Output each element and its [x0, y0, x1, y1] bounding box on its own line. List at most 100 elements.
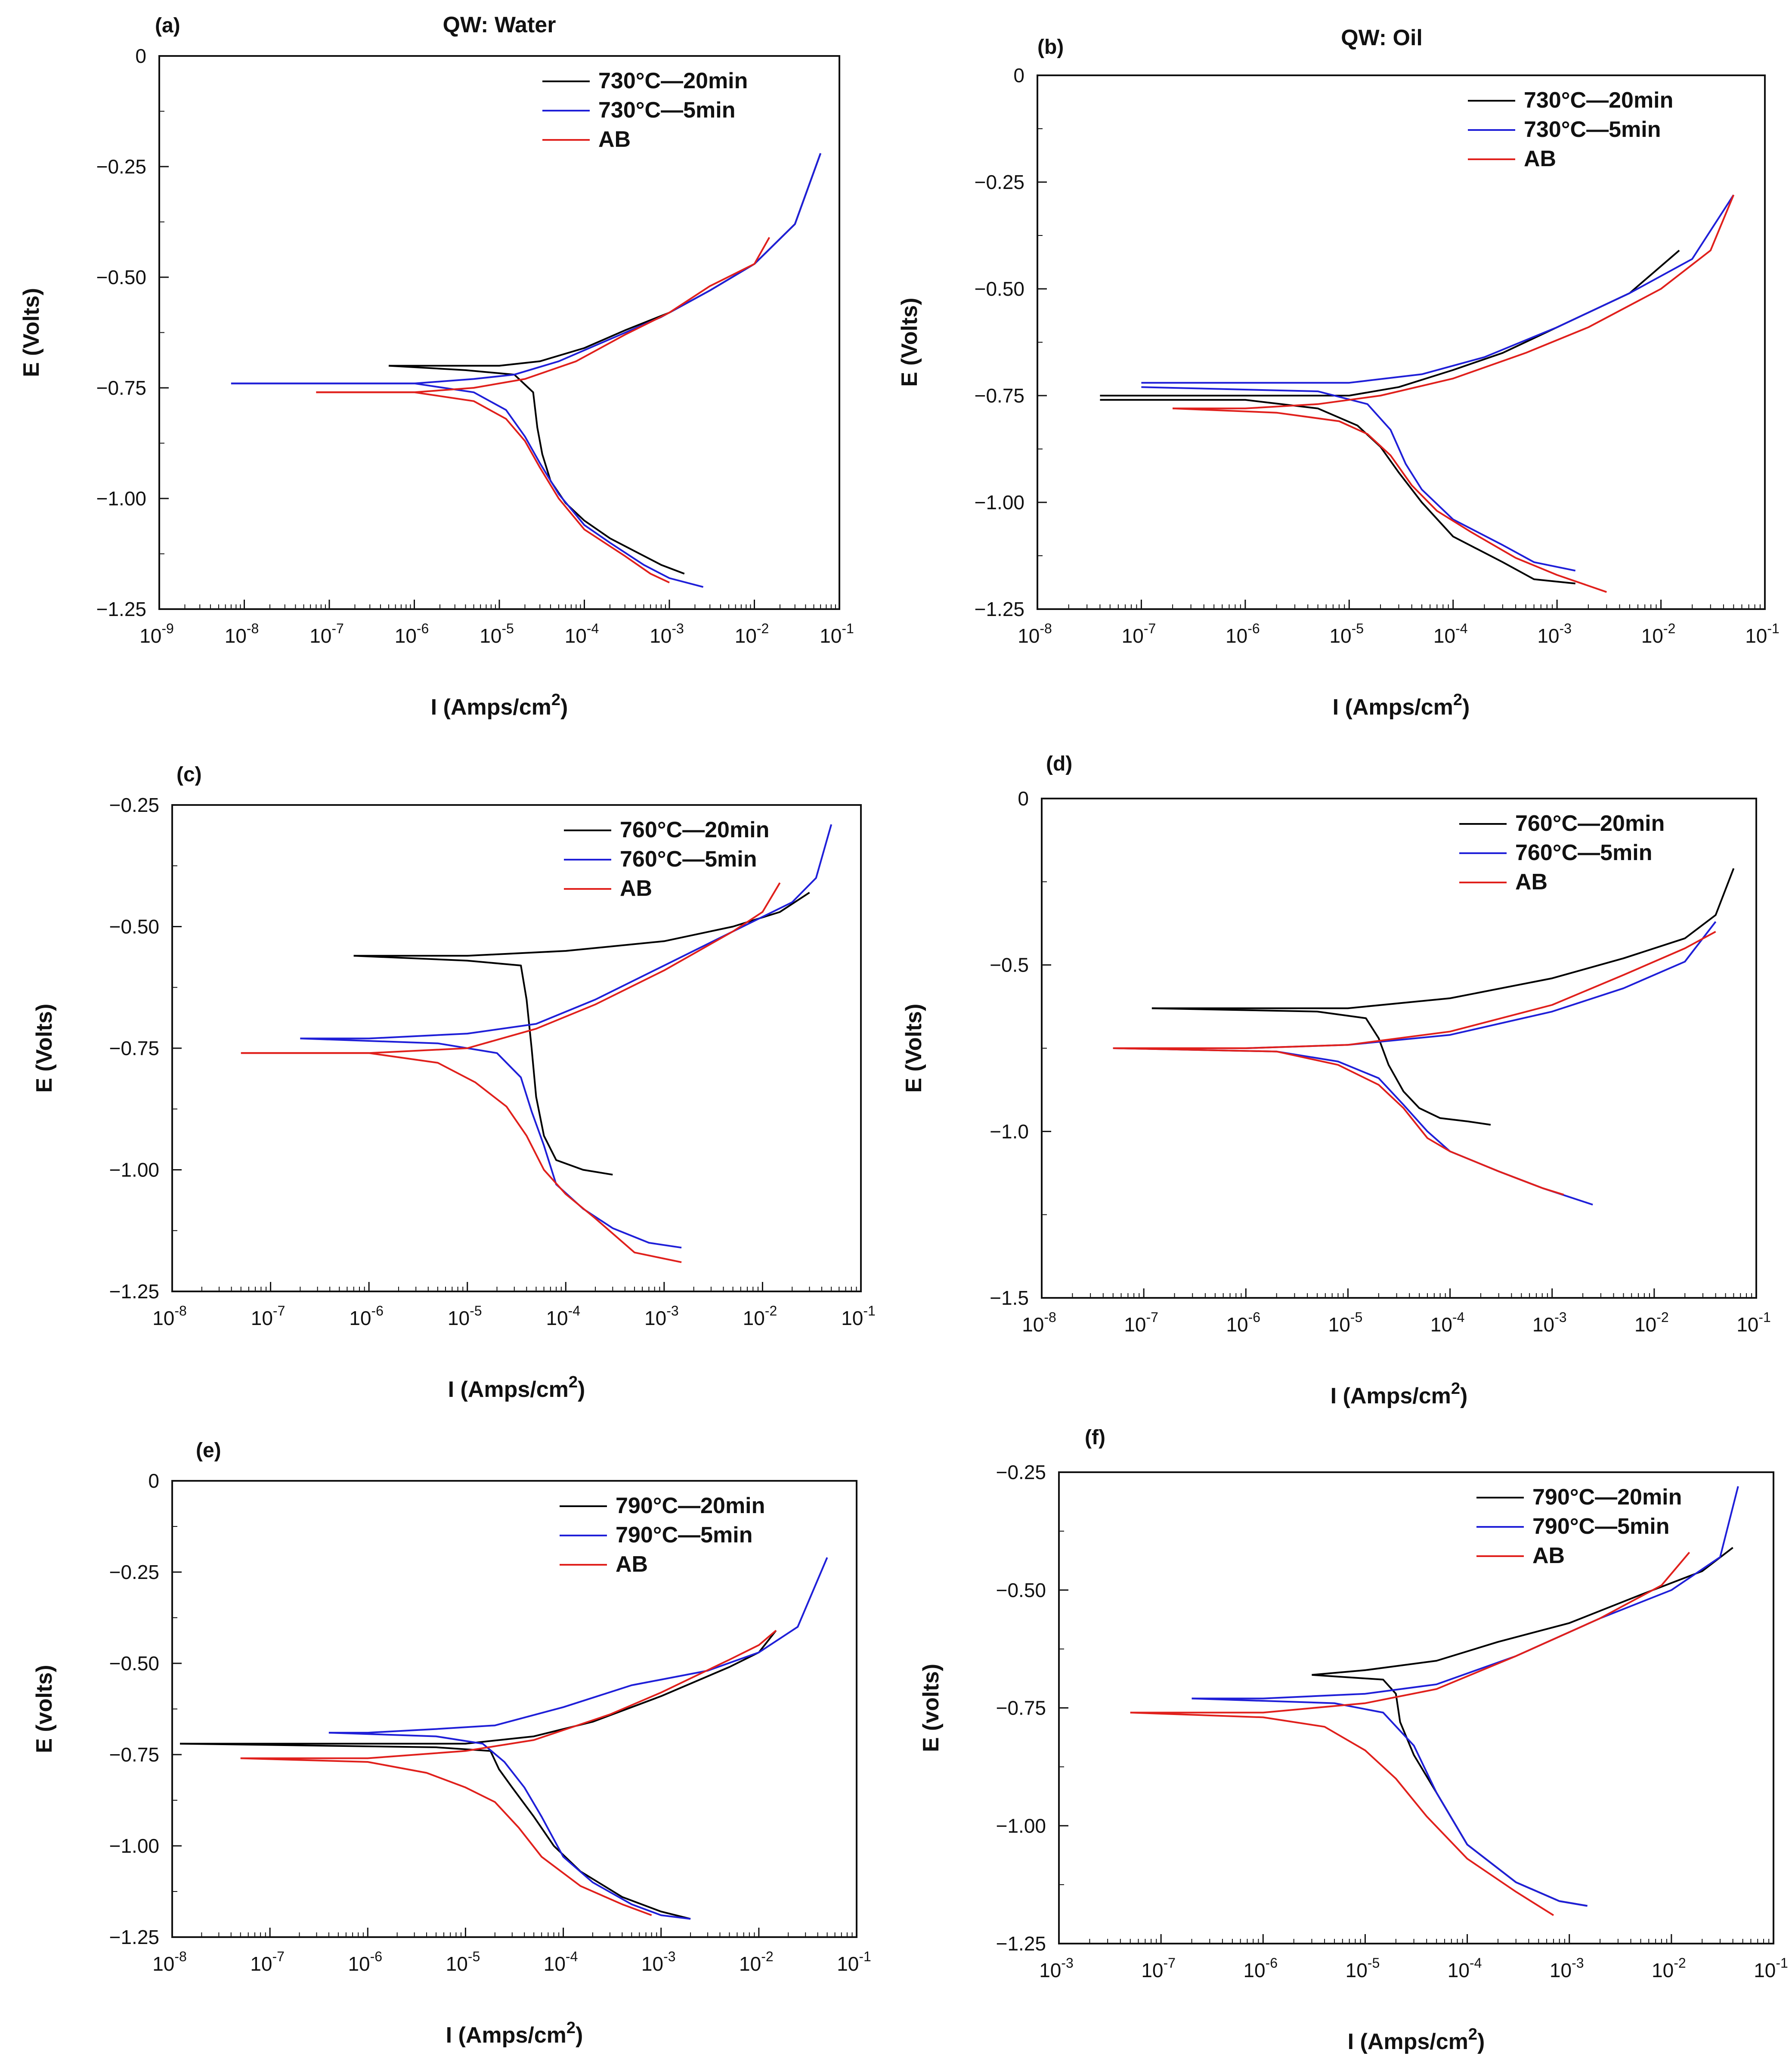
x-axis-label-sup: 2	[1451, 1380, 1460, 1398]
x-tick-exponent: -4	[1470, 1955, 1482, 1971]
y-tick-label: −0.75	[996, 1697, 1046, 1719]
x-axis-label: I (Amps/cm2)	[1331, 1380, 1468, 1409]
series-line-760-c-20min-anodic	[353, 892, 810, 957]
legend-entry: AB	[1515, 870, 1547, 895]
x-tick-base: 10	[1634, 1313, 1656, 1336]
x-tick-label: 10-3	[650, 621, 684, 647]
x-tick-base: 10	[1430, 1313, 1452, 1336]
y-tick-label: −1.25	[975, 598, 1024, 620]
x-axis-label-text: I (Amps/cm	[1348, 2029, 1468, 2054]
series-line-ab-anodic	[241, 882, 781, 1054]
y-tick-label: −0.75	[96, 377, 146, 399]
x-axis-label-text: I (Amps/cm	[448, 1377, 569, 1402]
y-tick-label: 0	[1013, 64, 1024, 87]
x-tick-exponent: -8	[1040, 621, 1052, 636]
x-axis-label-text: I (Amps/cm	[446, 2023, 566, 2048]
panel-label: (a)	[155, 14, 180, 37]
y-tick-label: −0.25	[975, 171, 1024, 193]
legend-entry: AB	[616, 1552, 648, 1577]
x-tick-base: 10	[1243, 1959, 1265, 1981]
x-axis-label-end: )	[1460, 1384, 1467, 1409]
x-tick-exponent: -2	[765, 1303, 777, 1319]
y-tick-label: −1.00	[975, 491, 1024, 514]
series-line-790-c-5min-cathodic	[1192, 1697, 1588, 1907]
x-tick-label: 10-8	[152, 1949, 187, 1975]
x-tick-label: 10-2	[1641, 621, 1676, 647]
series-line-ab-anodic	[1130, 1551, 1690, 1714]
y-tick-label: 0	[1018, 787, 1029, 810]
series-line-ab-cathodic	[240, 1757, 652, 1916]
series-line-ab-anodic	[240, 1630, 777, 1759]
x-tick-base: 10	[1141, 1959, 1163, 1981]
x-tick-label: 10-9	[139, 621, 174, 647]
x-tick-base: 10	[1641, 625, 1663, 647]
legend-entry: AB	[620, 876, 652, 901]
legend-entry: AB	[1532, 1543, 1565, 1568]
x-tick-exponent: -7	[1146, 1309, 1158, 1325]
y-tick-label: −1.0	[990, 1120, 1029, 1142]
x-axis-label-sup: 2	[551, 691, 560, 709]
legend-entry: 790°C—20min	[616, 1493, 765, 1518]
x-tick-exponent: -8	[174, 1303, 186, 1319]
x-tick-exponent: -6	[1247, 621, 1260, 636]
y-tick-label: −1.25	[996, 1932, 1046, 1955]
legend-entry: 760°C—20min	[620, 817, 769, 842]
x-tick-base: 10	[1226, 625, 1247, 647]
y-tick-label: −1.00	[109, 1835, 159, 1857]
series-line-730-c-5min-cathodic	[231, 382, 704, 588]
x-tick-exponent: -2	[1663, 621, 1675, 636]
x-axis-label-sup: 2	[569, 1373, 578, 1391]
x-tick-exponent: -7	[331, 621, 344, 636]
x-tick-label: 10-4	[1433, 621, 1468, 647]
x-tick-base: 10	[1433, 625, 1455, 647]
x-tick-label: 10-7	[251, 1303, 285, 1329]
x-tick-exponent: -3	[663, 1949, 675, 1964]
x-tick-label: 10-2	[1652, 1955, 1686, 1981]
x-tick-label: 10-2	[1634, 1309, 1669, 1336]
x-tick-exponent: -6	[371, 1303, 384, 1319]
x-tick-base: 10	[544, 1953, 566, 1975]
series-line-ab-cathodic	[1130, 1712, 1554, 1916]
x-tick-label: 10-5	[480, 621, 514, 647]
x-tick-base: 10	[1022, 1313, 1044, 1336]
x-tick-base: 10	[309, 625, 331, 647]
panel-label: (e)	[196, 1439, 221, 1462]
x-tick-label: 10-7	[1122, 621, 1156, 647]
plot-frame	[171, 804, 862, 1292]
series-line-ab-cathodic	[1113, 1047, 1564, 1196]
y-tick-label: −1.00	[996, 1814, 1046, 1837]
x-tick-label: 10-2	[735, 621, 769, 647]
series-line-760-c-5min-anodic	[1113, 921, 1717, 1049]
y-axis-label: E (Volts)	[897, 297, 922, 387]
x-tick-label: 10-1	[841, 1303, 876, 1329]
x-tick-base: 10	[1328, 1313, 1350, 1336]
x-axis-label: I (Amps/cm2)	[1348, 2025, 1485, 2054]
plot-frame	[171, 1480, 857, 1938]
x-tick-base: 10	[820, 625, 842, 647]
x-tick-base: 10	[1329, 625, 1351, 647]
x-axis-label-end: )	[576, 2023, 583, 2048]
x-tick-base: 10	[644, 1307, 666, 1329]
x-axis-label-text: I (Amps/cm	[1333, 695, 1453, 720]
chart-title: QW: Oil	[1341, 25, 1423, 50]
legend-entry: 730°C—5min	[598, 98, 735, 123]
y-tick-label: −0.50	[109, 1652, 159, 1675]
x-axis-label-end: )	[578, 1377, 585, 1402]
y-axis-label: E (Volts)	[901, 1003, 926, 1093]
x-tick-exponent: -2	[1656, 1309, 1668, 1325]
x-tick-label: 10-8	[1022, 1309, 1056, 1336]
x-tick-base: 10	[1754, 1959, 1776, 1981]
x-tick-exponent: -7	[272, 1949, 285, 1964]
series-line-790-c-20min-cathodic	[180, 1743, 691, 1920]
x-tick-label: 10-7	[250, 1949, 285, 1975]
y-axis-label: E (Volts)	[32, 1003, 57, 1093]
x-tick-label: 10-8	[225, 621, 259, 647]
x-tick-base: 10	[250, 1953, 272, 1975]
legend-entry: 730°C—20min	[598, 68, 748, 93]
panel-label: (b)	[1037, 36, 1064, 59]
x-tick-label: 10-4	[1430, 1309, 1465, 1336]
x-tick-exponent: -1	[1767, 621, 1779, 636]
x-tick-base: 10	[395, 625, 417, 647]
legend-entry: 760°C—5min	[1515, 840, 1652, 865]
